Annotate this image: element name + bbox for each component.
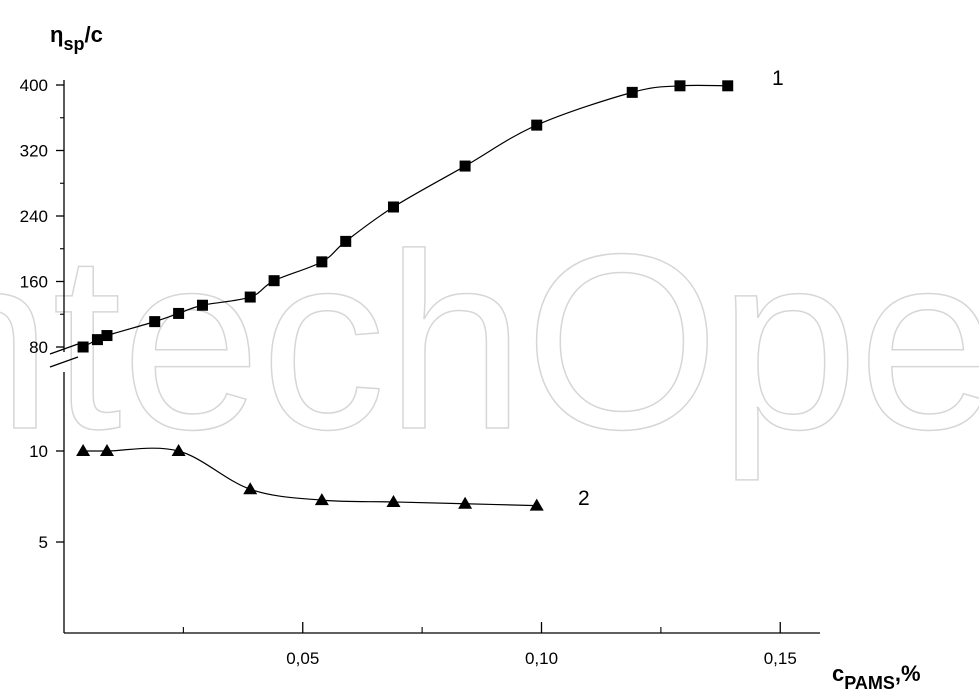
series-1-point-5 [196,299,208,311]
y-tick-label-upper-2: 240 [20,207,48,226]
x-tick-label-2: 0,15 [764,649,797,668]
series-1-point-10 [387,201,399,213]
axis-break-mark-1 [49,343,79,355]
series-1-point-11 [459,160,471,172]
y-axis-title-main: η [50,22,63,47]
series-2-curve [83,447,537,507]
series-1-point-14 [674,80,686,92]
x-tick-label-0: 0,05 [286,649,319,668]
y-axis-title-tail: /c [84,22,102,47]
series-2-point-1 [99,444,114,456]
series-1-point-4 [173,307,185,319]
series-1-point-15 [722,80,734,92]
series-2-point-2 [171,444,186,456]
series-1-point-8 [316,256,328,268]
y-tick-label-upper-3: 320 [20,142,48,161]
y-tick-label-lower-1: 10 [29,442,48,461]
series-2-point-3 [243,482,258,495]
x-axis-title-sub: PAMS [844,673,895,693]
y-axis-title-sub: sp [63,34,84,54]
series-1-point-13 [626,86,638,98]
x-axis-title-tail: ,% [895,661,921,686]
series-2-point-5 [386,494,401,507]
y-axis-title: ηsp/c [50,22,103,54]
series-2-label: 2 [578,487,590,510]
series-2-point-7 [529,498,544,511]
series-1-point-1 [91,334,103,346]
x-tick-label-1: 0,10 [525,649,558,668]
axis-break-mark-2 [49,356,79,368]
series-1-point-7 [268,275,280,287]
series-1-point-12 [531,119,543,131]
series-1-label: 1 [772,67,784,90]
series-2-point-4 [314,493,329,506]
axis-ticks: 0,05 0,10 0,15 80 160 240 320 400 5 10 [20,76,797,668]
y-tick-label-upper-1: 160 [20,273,48,292]
y-tick-label-upper-4: 400 [20,76,48,95]
series-1-point-3 [149,316,161,328]
series-2-point-6 [458,496,473,509]
x-axis-title-main: c [832,661,844,686]
series-1-point-0 [77,341,89,353]
x-axis-title: cPAMS,% [832,661,921,693]
watermark-text: IntechOpen [0,202,979,481]
y-tick-label-upper-0: 80 [29,338,48,357]
series-markers [76,80,734,511]
series-1-point-2 [101,330,113,342]
series-1-point-9 [340,235,352,247]
series-1-point-6 [244,291,256,303]
series-2-point-0 [76,444,91,456]
y-tick-label-lower-0: 5 [39,533,48,552]
